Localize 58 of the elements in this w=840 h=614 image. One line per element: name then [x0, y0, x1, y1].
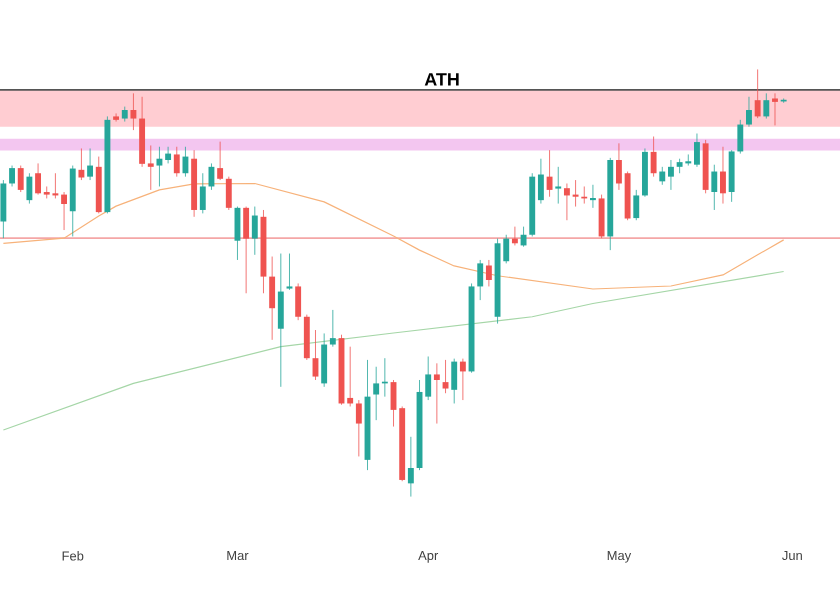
candlestick [407, 436, 414, 497]
candlestick [139, 96, 146, 168]
candlestick [633, 189, 640, 221]
candlestick [52, 172, 59, 199]
candlestick [520, 226, 527, 248]
candlestick [598, 194, 605, 239]
candlestick [572, 179, 579, 207]
candlestick [477, 259, 484, 301]
candlestick [347, 346, 354, 407]
candlestick [702, 139, 709, 194]
candlestick [0, 179, 7, 239]
candlestick [295, 283, 302, 321]
candlestick [277, 253, 284, 388]
candlestick [373, 366, 380, 421]
candlestick [17, 165, 24, 193]
candlestick [251, 206, 258, 256]
candlestick [746, 96, 752, 128]
candlestick [173, 146, 180, 178]
candlestick [546, 149, 553, 198]
candlestick [772, 92, 778, 126]
candlestick [459, 358, 466, 401]
candlestick [728, 149, 735, 203]
candlestick [286, 253, 293, 291]
candlestick [26, 172, 33, 204]
candlestick [641, 148, 648, 198]
candlestick [225, 176, 232, 211]
candlestick [321, 333, 328, 388]
candlestick [130, 92, 137, 131]
candlestick [720, 146, 726, 204]
candlestick [485, 259, 492, 287]
candlestick [433, 362, 440, 424]
candlestick [243, 206, 250, 294]
candlestick [442, 359, 449, 394]
candlestick [269, 256, 276, 341]
candlestick [69, 165, 76, 237]
candlestick [78, 148, 85, 181]
candlestick [35, 163, 42, 195]
candlestick [199, 172, 206, 214]
candlestick [650, 136, 657, 178]
candlestick [303, 314, 310, 361]
candlestick [329, 309, 336, 348]
candlestick [451, 358, 458, 404]
candlestick [113, 113, 120, 122]
candlestick [754, 69, 761, 119]
candlestick [95, 156, 102, 214]
candlestick [217, 141, 224, 181]
candlestick [9, 165, 15, 187]
candlestick [737, 119, 744, 154]
candlestick [555, 166, 562, 204]
ref-line-label: ATH [424, 73, 459, 86]
candlestick [763, 92, 770, 119]
candlestick [563, 183, 570, 221]
candlestick [589, 184, 596, 209]
candlestick [156, 146, 163, 187]
candlestick [711, 164, 718, 211]
candlestick [61, 191, 68, 231]
candlestick [355, 399, 362, 457]
candlestick [87, 148, 94, 181]
